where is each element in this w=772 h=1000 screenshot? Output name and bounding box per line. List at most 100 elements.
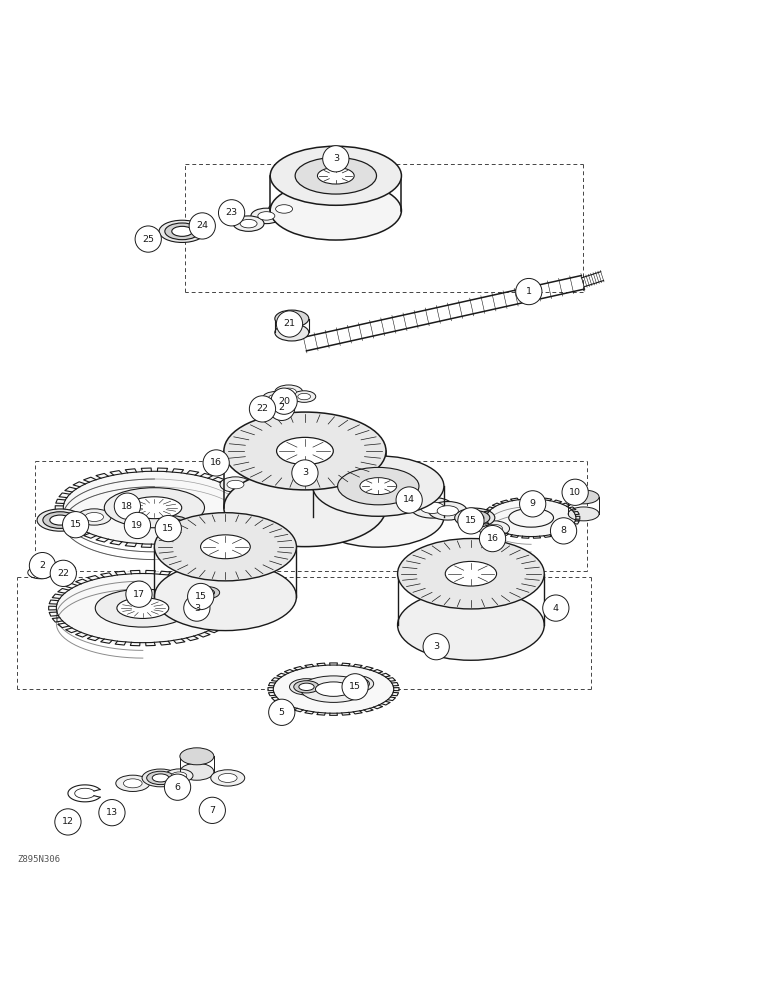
Text: 21: 21: [283, 319, 296, 328]
Ellipse shape: [201, 535, 250, 559]
Ellipse shape: [270, 146, 401, 205]
Ellipse shape: [154, 513, 296, 581]
Ellipse shape: [154, 562, 296, 631]
Text: 1: 1: [526, 287, 532, 296]
Ellipse shape: [233, 216, 264, 231]
Ellipse shape: [171, 226, 192, 236]
Ellipse shape: [104, 488, 205, 528]
Circle shape: [124, 512, 151, 539]
Circle shape: [188, 583, 214, 610]
Text: 16: 16: [210, 458, 222, 467]
Ellipse shape: [269, 394, 283, 402]
Ellipse shape: [154, 514, 194, 533]
Circle shape: [249, 396, 276, 422]
Ellipse shape: [199, 589, 215, 596]
Circle shape: [203, 450, 229, 476]
Ellipse shape: [251, 208, 282, 224]
Circle shape: [189, 213, 215, 239]
Circle shape: [55, 809, 81, 835]
Ellipse shape: [171, 772, 187, 779]
Text: 24: 24: [196, 221, 208, 230]
Circle shape: [99, 800, 125, 826]
Ellipse shape: [293, 681, 320, 693]
Text: 8: 8: [560, 526, 567, 535]
Ellipse shape: [437, 506, 459, 516]
Text: 16: 16: [486, 534, 499, 543]
Circle shape: [199, 797, 225, 823]
Text: 20: 20: [278, 397, 290, 406]
Ellipse shape: [411, 497, 454, 518]
Text: 9: 9: [530, 499, 536, 508]
Ellipse shape: [509, 508, 554, 527]
Circle shape: [114, 493, 141, 519]
Ellipse shape: [95, 589, 191, 627]
Circle shape: [276, 311, 303, 337]
Ellipse shape: [85, 513, 103, 521]
Circle shape: [479, 525, 506, 552]
Text: 23: 23: [225, 208, 238, 217]
Ellipse shape: [421, 502, 444, 513]
Ellipse shape: [224, 412, 386, 490]
Circle shape: [550, 518, 577, 544]
Ellipse shape: [45, 562, 76, 577]
Circle shape: [292, 460, 318, 486]
Ellipse shape: [482, 497, 580, 538]
Circle shape: [520, 491, 546, 517]
Circle shape: [269, 699, 295, 725]
Ellipse shape: [300, 676, 367, 702]
Text: 18: 18: [121, 502, 134, 511]
Circle shape: [423, 634, 449, 660]
Ellipse shape: [459, 511, 489, 525]
Text: 13: 13: [106, 808, 118, 817]
Ellipse shape: [258, 212, 275, 220]
Circle shape: [269, 394, 295, 420]
Circle shape: [396, 487, 422, 513]
Ellipse shape: [568, 507, 599, 521]
Ellipse shape: [276, 205, 293, 213]
Text: 17: 17: [133, 590, 145, 599]
Ellipse shape: [117, 598, 169, 618]
Text: 10: 10: [569, 488, 581, 497]
Ellipse shape: [360, 478, 397, 495]
Text: 6: 6: [174, 783, 181, 792]
Ellipse shape: [298, 393, 310, 400]
Ellipse shape: [270, 181, 401, 240]
Ellipse shape: [190, 584, 224, 601]
Ellipse shape: [398, 590, 544, 660]
Circle shape: [271, 388, 297, 414]
Ellipse shape: [240, 219, 257, 228]
Ellipse shape: [98, 590, 188, 626]
Circle shape: [135, 226, 161, 252]
Ellipse shape: [349, 680, 364, 687]
Ellipse shape: [269, 201, 300, 217]
Text: 15: 15: [69, 520, 82, 529]
Text: 3: 3: [433, 642, 439, 651]
Text: 7: 7: [209, 806, 215, 815]
Ellipse shape: [49, 515, 71, 525]
Ellipse shape: [107, 489, 201, 527]
Circle shape: [562, 479, 588, 505]
Ellipse shape: [290, 679, 323, 695]
Ellipse shape: [195, 587, 219, 599]
Text: 2: 2: [279, 403, 285, 412]
Ellipse shape: [262, 392, 289, 405]
Ellipse shape: [428, 502, 467, 520]
Ellipse shape: [56, 468, 252, 547]
Text: 22: 22: [256, 404, 269, 413]
Ellipse shape: [337, 467, 419, 505]
Circle shape: [458, 508, 484, 534]
Ellipse shape: [159, 220, 205, 242]
Text: 3: 3: [194, 604, 200, 613]
Text: 3: 3: [302, 468, 308, 477]
Ellipse shape: [269, 663, 398, 715]
Ellipse shape: [275, 324, 309, 341]
Ellipse shape: [37, 509, 83, 531]
Ellipse shape: [218, 773, 237, 782]
Ellipse shape: [49, 571, 236, 645]
Ellipse shape: [302, 677, 365, 702]
Ellipse shape: [227, 480, 244, 489]
Ellipse shape: [340, 676, 374, 692]
Ellipse shape: [180, 763, 214, 780]
Ellipse shape: [152, 774, 169, 782]
Text: 25: 25: [142, 235, 154, 244]
